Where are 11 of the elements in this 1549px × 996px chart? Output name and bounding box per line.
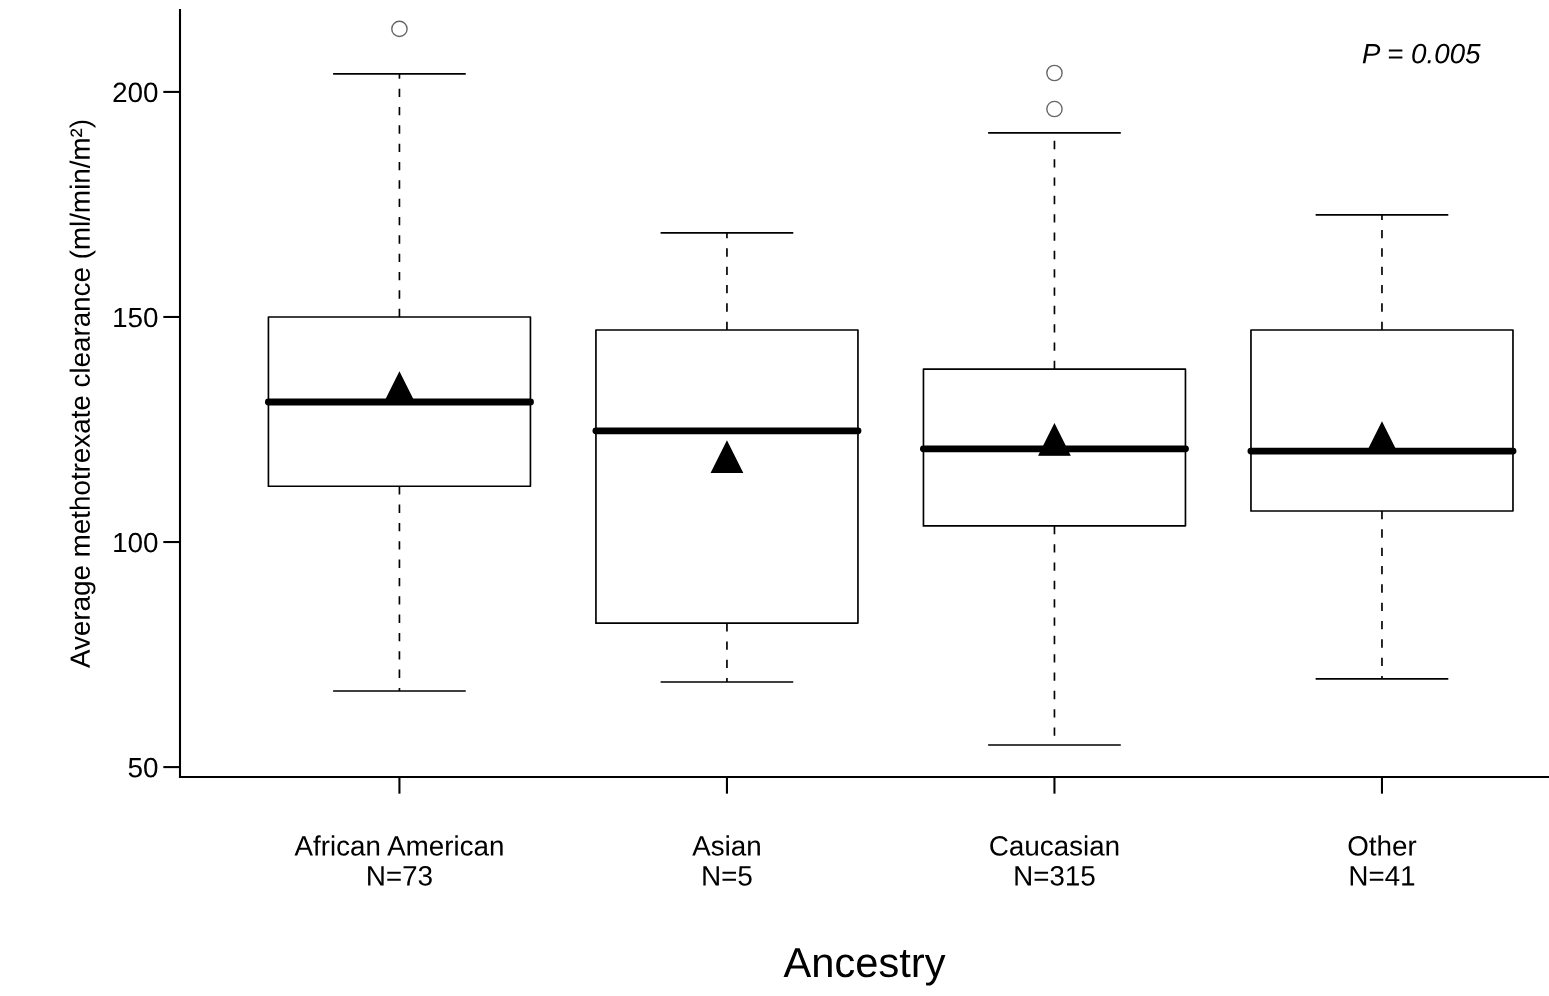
x-axis-title: Ancestry: [783, 948, 946, 986]
y-tick-label: 100: [114, 532, 158, 553]
x-tick-label: Caucasian N=315: [990, 835, 1119, 886]
y-tick-label: 150: [114, 307, 158, 328]
annotation: P = 0.005: [1362, 43, 1481, 64]
y-tick-label: 200: [113, 82, 158, 103]
y-tick-label: 50: [128, 757, 158, 778]
y-axis-title: Average methotrexate clearance (ml/min/m²): [69, 120, 96, 668]
x-tick-label: Other N=41: [1348, 835, 1417, 886]
x-tick-label: Asian N=5: [692, 835, 760, 886]
x-tick-label: African American N=73: [294, 835, 503, 886]
